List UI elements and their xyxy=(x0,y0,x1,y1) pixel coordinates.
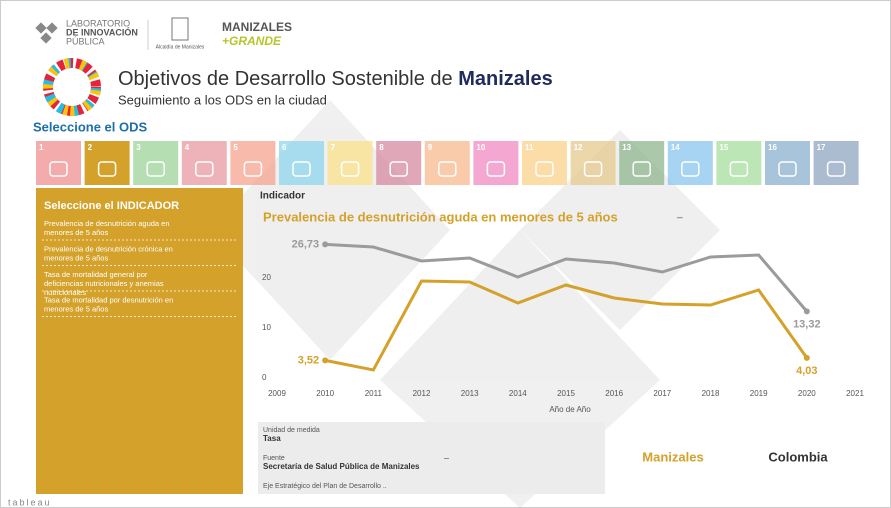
x-tick-label: 2018 xyxy=(702,389,720,398)
indicator-label: Indicador xyxy=(260,191,305,202)
ods-tile-number: 7 xyxy=(331,143,336,152)
x-tick-label: 2013 xyxy=(461,389,479,398)
alcaldia: Alcaldía de Manizales xyxy=(156,44,205,50)
dashboard: LABORATORIO DE INNOVACIÓN PÚBLICA Alcald… xyxy=(0,0,891,508)
ods-tile-number: 15 xyxy=(719,143,728,152)
unit: Tasa xyxy=(263,434,281,443)
ods-tile-number: 12 xyxy=(574,143,583,152)
footer-brand: tableau xyxy=(8,497,52,507)
ods-tile-number: 10 xyxy=(476,143,485,152)
ods-tile-number: 1 xyxy=(39,143,44,152)
axis-label: Eje Estratégico del Plan de Desarrollo .… xyxy=(263,483,387,490)
ods-tile-number: 5 xyxy=(233,143,238,152)
unit-label: Unidad de medida xyxy=(263,427,320,434)
legend-entry[interactable]: Colombia xyxy=(768,449,828,464)
x-tick-label: 2011 xyxy=(365,389,383,398)
x-tick-label: 2012 xyxy=(413,389,431,398)
x-axis-label: Año de Año xyxy=(549,405,591,414)
value-label: 3,52 xyxy=(298,354,319,366)
y-tick-label: 20 xyxy=(262,273,271,282)
subtitle: Seguimiento a los ODS en la ciudad xyxy=(118,92,327,107)
x-tick-label: 2015 xyxy=(557,389,575,398)
title-text: Objetivos de Desarrollo Sostenible de xyxy=(118,68,453,90)
ods-tile-number: 17 xyxy=(817,143,826,152)
value-label: 13,32 xyxy=(793,318,821,330)
x-tick-label: 2010 xyxy=(316,389,334,398)
ods-tile-number: 14 xyxy=(671,143,680,152)
value-label: 26,73 xyxy=(292,238,320,250)
ods-tile-number: 4 xyxy=(185,143,190,152)
x-tick-label: 2014 xyxy=(509,389,527,398)
ods-tile-number: 3 xyxy=(136,143,141,152)
ods-tile-number: 6 xyxy=(282,143,287,152)
point xyxy=(804,308,810,314)
dash: – xyxy=(677,213,683,224)
ods-tile-number: 2 xyxy=(88,143,93,152)
title: Objetivos de Desarrollo Sostenible de Ma… xyxy=(118,68,553,90)
y-tick-label: 0 xyxy=(262,373,267,382)
panel-title: Seleccione el INDICADOR xyxy=(44,200,179,212)
point xyxy=(322,241,328,247)
ods-tile-number: 9 xyxy=(428,143,433,152)
dash: – xyxy=(444,452,449,462)
x-tick-label: 2017 xyxy=(653,389,671,398)
y-tick-label: 10 xyxy=(262,323,271,332)
brand: MANIZALES xyxy=(222,20,292,34)
x-tick-label: 2020 xyxy=(798,389,816,398)
ods-tile-number: 13 xyxy=(622,143,631,152)
ods-tile-number: 11 xyxy=(525,143,534,152)
title-emphasis: Manizales xyxy=(458,68,552,90)
lab-line: PÚBLICA xyxy=(66,36,105,46)
brand: +GRANDE xyxy=(222,34,282,48)
ods-label: Seleccione el ODS xyxy=(33,119,147,134)
legend-entry[interactable]: Manizales xyxy=(642,449,703,464)
x-tick-label: 2009 xyxy=(268,389,286,398)
value-label: 4,03 xyxy=(796,365,817,377)
x-tick-label: 2021 xyxy=(846,389,864,398)
source: Secretaría de Salud Pública de Manizales xyxy=(263,462,420,471)
source-label: Fuente xyxy=(263,455,285,462)
x-tick-label: 2019 xyxy=(750,389,768,398)
x-tick-label: 2016 xyxy=(605,389,623,398)
ods-tile-number: 8 xyxy=(379,143,384,152)
point xyxy=(322,357,328,363)
chart-title: Prevalencia de desnutrición aguda en men… xyxy=(263,209,618,224)
ods-tile-number: 16 xyxy=(768,143,777,152)
point xyxy=(804,355,810,361)
